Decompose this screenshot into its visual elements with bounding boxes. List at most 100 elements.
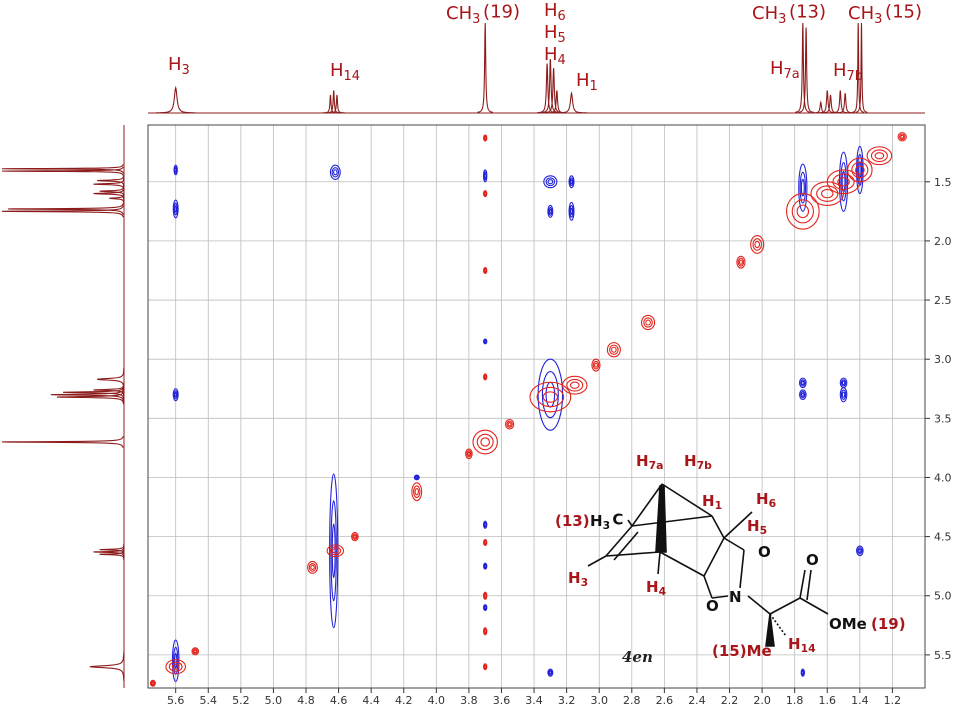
top-trace-peak bbox=[156, 85, 196, 114]
contour bbox=[172, 388, 179, 402]
contour bbox=[483, 522, 487, 527]
x-tick-label: 4.4 bbox=[362, 694, 380, 707]
label-part: 1 bbox=[590, 79, 598, 94]
label: O bbox=[758, 543, 771, 561]
label-part: (19) bbox=[483, 1, 520, 22]
contour bbox=[857, 547, 863, 555]
label: OMe bbox=[829, 615, 867, 633]
label-part: (13) bbox=[789, 1, 826, 22]
label: O bbox=[806, 551, 819, 569]
contour bbox=[548, 670, 552, 675]
plot-frame bbox=[147, 124, 926, 689]
contour bbox=[855, 165, 865, 175]
contour bbox=[466, 450, 472, 458]
contour bbox=[839, 387, 848, 403]
contour bbox=[476, 433, 494, 451]
x-tick-label: 2.6 bbox=[656, 694, 674, 707]
label-part: N bbox=[729, 588, 742, 606]
left-trace-peak bbox=[97, 367, 125, 391]
left-trace-peak bbox=[93, 546, 125, 558]
contour bbox=[529, 381, 572, 413]
label-part: H bbox=[702, 492, 715, 510]
contour bbox=[568, 175, 575, 189]
contour bbox=[351, 531, 359, 542]
x-tick-label: 4.2 bbox=[395, 694, 413, 707]
contour bbox=[738, 259, 743, 265]
contour bbox=[173, 164, 178, 176]
contour bbox=[737, 257, 745, 267]
contour bbox=[840, 162, 847, 202]
contour bbox=[483, 190, 488, 198]
x-tick-label: 3.0 bbox=[590, 694, 608, 707]
x-tick-label: 4.6 bbox=[330, 694, 348, 707]
contour bbox=[800, 668, 806, 677]
contour bbox=[150, 680, 156, 686]
contour bbox=[641, 314, 656, 331]
y-tick-label: 5.5 bbox=[934, 649, 952, 662]
contour bbox=[353, 534, 357, 539]
top-trace-peak bbox=[810, 100, 831, 114]
label: H1 bbox=[702, 492, 722, 512]
top-trace-peak bbox=[477, 22, 494, 113]
left-trace-peak bbox=[50, 387, 125, 402]
label-part: H bbox=[747, 517, 760, 535]
label-part: 4en bbox=[622, 648, 653, 666]
label-part: O bbox=[706, 597, 719, 615]
contour bbox=[897, 132, 907, 142]
contour bbox=[736, 255, 746, 269]
label-part: 5 bbox=[558, 31, 566, 46]
contour bbox=[816, 185, 839, 202]
contour bbox=[310, 564, 315, 570]
label: H3 bbox=[168, 54, 190, 78]
contour bbox=[801, 392, 805, 397]
contour bbox=[841, 391, 846, 398]
contour bbox=[465, 448, 473, 460]
contour bbox=[592, 360, 600, 370]
label-part: CH bbox=[848, 3, 874, 24]
contour bbox=[801, 670, 805, 675]
label: CH3 (13) bbox=[752, 1, 826, 26]
x-tick-label: 1.4 bbox=[851, 694, 869, 707]
contour bbox=[548, 206, 553, 216]
x-tick-label: 5.6 bbox=[167, 694, 185, 707]
contour bbox=[801, 380, 805, 386]
contour bbox=[800, 178, 805, 197]
contour bbox=[483, 539, 488, 547]
left-trace-peak bbox=[93, 186, 125, 201]
contour bbox=[483, 520, 488, 529]
contour bbox=[545, 381, 556, 408]
contour bbox=[874, 152, 885, 160]
label-part: 14 bbox=[801, 642, 817, 655]
contour bbox=[414, 488, 420, 496]
left-trace-peak bbox=[62, 385, 125, 400]
contour bbox=[840, 379, 847, 387]
contour bbox=[591, 358, 601, 372]
label: H14 bbox=[330, 60, 360, 84]
contour bbox=[483, 593, 487, 598]
contour bbox=[174, 205, 178, 213]
label-part: 3 bbox=[182, 63, 190, 78]
contour bbox=[796, 204, 810, 219]
left-trace-peak bbox=[93, 177, 125, 192]
label-part: 4 bbox=[558, 53, 566, 68]
left-trace-peak bbox=[8, 203, 124, 215]
contour bbox=[643, 317, 653, 328]
y-tick-label: 4.5 bbox=[934, 531, 952, 544]
label: H7b bbox=[684, 452, 712, 472]
top-trace-peak bbox=[830, 90, 851, 114]
label-part: H bbox=[544, 0, 558, 21]
contour bbox=[174, 167, 178, 173]
contour bbox=[832, 173, 855, 191]
label-part: O bbox=[758, 543, 771, 561]
contour bbox=[791, 199, 814, 224]
y-tick-label: 1.5 bbox=[934, 176, 952, 189]
label-part: 3 bbox=[472, 12, 480, 27]
contour bbox=[333, 169, 338, 176]
contour bbox=[562, 375, 588, 395]
contour bbox=[483, 564, 487, 568]
label-part: 6 bbox=[769, 497, 777, 510]
x-tick-label: 1.2 bbox=[884, 694, 902, 707]
left-trace-peak bbox=[99, 548, 125, 561]
label: H1 bbox=[576, 70, 598, 94]
contour bbox=[847, 157, 873, 183]
